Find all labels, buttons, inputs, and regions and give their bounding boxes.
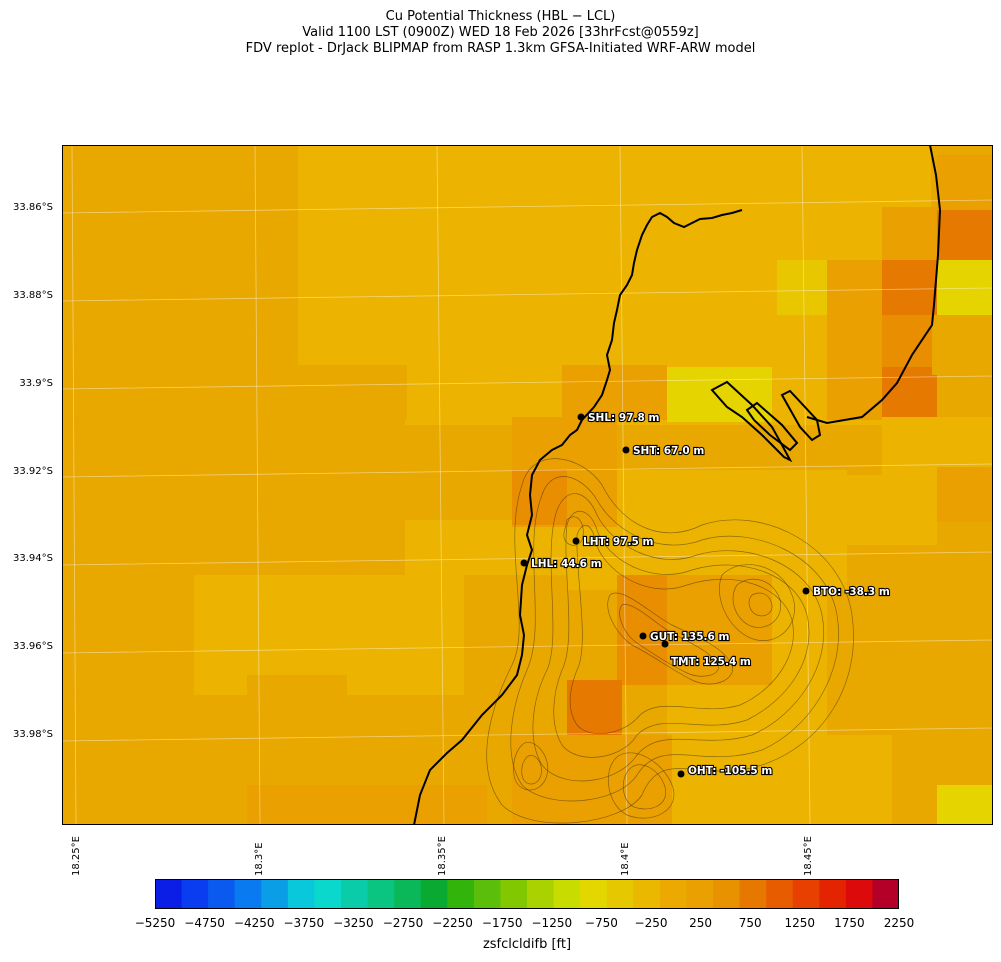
colorbar-swatch: [287, 879, 315, 909]
station-markers: SHL: 97.8 m SHT: 67.0 m LHT: 97.5 m LHL:…: [520, 411, 891, 778]
map-title: Cu Potential Thickness (HBL − LCL): [385, 9, 616, 24]
colorbar-swatch: [314, 879, 342, 909]
colorbar-tick-label: 2250: [883, 916, 915, 930]
colorbar-swatch: [473, 879, 501, 909]
station-label-lht: LHT: 97.5 m: [583, 536, 653, 548]
colorbar-label: zsfclcldifb [ft]: [482, 937, 572, 952]
lat-label: 33.88°S: [13, 290, 53, 301]
station-dot-oht: [677, 770, 685, 778]
station-dot-gut: [639, 632, 647, 640]
colorbar-swatch: [659, 879, 687, 909]
heatmap-grid: [62, 145, 993, 825]
colorbar-tick-label: −2750: [382, 916, 424, 930]
station-label-oht: OHT: -105.5 m: [688, 765, 772, 777]
colorbar-swatch: [792, 879, 820, 909]
lon-label: 18.25°E: [71, 836, 82, 876]
colorbar-swatch: [500, 879, 528, 909]
station-dot-lht: [572, 537, 580, 545]
colorbar-tick-label: −3750: [283, 916, 325, 930]
colorbar-swatch: [341, 879, 369, 909]
colorbar-swatch: [845, 879, 873, 909]
lon-label: 18.45°E: [803, 836, 814, 876]
colorbar-swatch: [208, 879, 236, 909]
map-valid-time: Valid 1100 LST (0900Z) WED 18 Feb 2026 […: [302, 25, 699, 40]
colorbar-swatch: [819, 879, 847, 909]
colorbar-swatch: [234, 879, 262, 909]
colorbar-swatch: [394, 879, 422, 909]
colorbar-swatch: [181, 879, 209, 909]
colorbar-tick-label: 250: [689, 916, 713, 930]
lat-label: 33.96°S: [13, 641, 53, 652]
colorbar-swatch: [261, 879, 289, 909]
graticule: [62, 145, 993, 825]
colorbar-swatch: [633, 879, 661, 909]
colorbar-swatch: [527, 879, 555, 909]
coastline: [412, 145, 942, 825]
station-label-bto: BTO: -38.3 m: [813, 586, 890, 598]
map-border: [62, 145, 993, 825]
colorbar-swatch: [872, 879, 899, 909]
colorbar-swatch: [553, 879, 581, 909]
lon-label: 18.35°E: [437, 836, 448, 876]
colorbar-tick-label: −750: [584, 916, 618, 930]
colorbar-tick-label: 1250: [784, 916, 816, 930]
colorbar-tick-label: −4250: [233, 916, 275, 930]
colorbar-swatch: [606, 879, 634, 909]
lon-label: 18.4°E: [620, 842, 631, 876]
station-label-tmt: TMT: 125.4 m: [671, 656, 751, 668]
colorbar-swatch: [766, 879, 794, 909]
colorbar-tick-label: −250: [634, 916, 668, 930]
colorbar-swatch: [447, 879, 475, 909]
colorbar-tick-label: −5250: [134, 916, 176, 930]
station-label-gut: GUT: 135.6 m: [650, 631, 729, 643]
station-dot-bto: [802, 587, 810, 595]
colorbar-tick-label: −3250: [333, 916, 374, 930]
lon-label: 18.3°E: [254, 842, 265, 876]
station-dot-lhl: [520, 559, 528, 567]
colorbar-tick-label: −4750: [184, 916, 225, 930]
colorbar-border: [155, 879, 899, 909]
terrain-contours: [486, 458, 854, 824]
colorbar-swatch: [367, 879, 395, 909]
map-source: FDV replot - DrJack BLIPMAP from RASP 1.…: [245, 41, 756, 56]
station-label-sht: SHT: 67.0 m: [633, 445, 704, 457]
lat-label: 33.92°S: [13, 466, 53, 477]
colorbar-tick-label: −1250: [531, 916, 573, 930]
colorbar-tick-label: 1750: [834, 916, 865, 930]
colorbar-swatch: [713, 879, 741, 909]
station-label-lhl: LHL: 44.6 m: [531, 558, 602, 570]
colorbar: [155, 879, 899, 909]
colorbar-swatch: [420, 879, 448, 909]
station-dot-tmt: [661, 640, 669, 648]
station-label-shl: SHL: 97.8 m: [588, 412, 659, 424]
station-dot-shl: [577, 413, 585, 421]
lat-label: 33.9°S: [19, 378, 53, 389]
lat-label: 33.98°S: [13, 729, 53, 740]
colorbar-tick-label: −2250: [432, 916, 473, 930]
colorbar-swatch: [686, 879, 714, 909]
map-plot[interactable]: SHL: 97.8 m SHT: 67.0 m LHT: 97.5 m LHL:…: [62, 145, 993, 825]
station-dot-sht: [622, 446, 630, 454]
colorbar-swatch: [155, 879, 183, 909]
lat-label: 33.86°S: [13, 202, 53, 213]
colorbar-swatch: [580, 879, 608, 909]
colorbar-swatch: [739, 879, 767, 909]
lat-label: 33.94°S: [13, 553, 53, 564]
colorbar-tick-label: −1750: [481, 916, 523, 930]
colorbar-tick-label: 750: [738, 916, 762, 930]
